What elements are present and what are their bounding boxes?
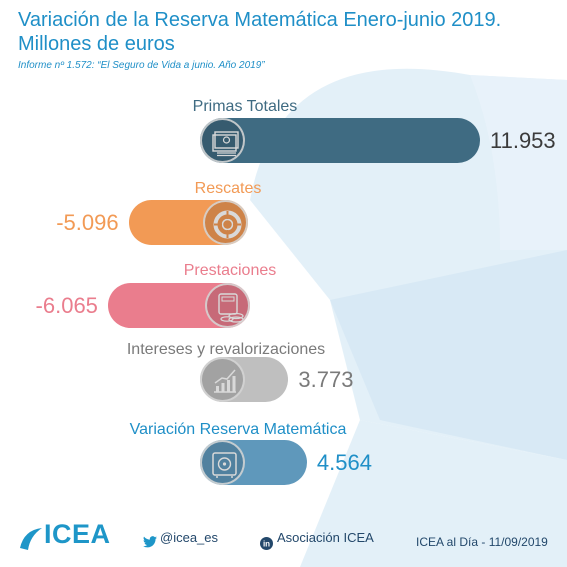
- calculator-coins-icon: [205, 283, 250, 328]
- rescates-label: Rescates: [194, 180, 262, 197]
- variacion-value: 4.564: [316, 450, 372, 475]
- page-title: Variación de la Reserva Matemática Enero…: [18, 9, 502, 55]
- publication-date: ICEA al Día - 11/09/2019: [416, 535, 548, 549]
- prestaciones-label: Prestaciones: [183, 262, 277, 279]
- lifebuoy-icon: [203, 200, 248, 245]
- primas-value: 11.953: [490, 128, 556, 153]
- variacion-label: Variación Reserva Matemática: [129, 421, 347, 438]
- intereses-value: 3.773: [298, 367, 354, 392]
- report-subtitle: Informe nº 1.572: “El Seguro de Vida a j…: [18, 60, 265, 71]
- primas-bar: [200, 118, 480, 163]
- twitter-icon: [143, 536, 157, 548]
- primas-label: Primas Totales: [192, 98, 298, 115]
- svg-text:in: in: [263, 540, 270, 549]
- linkedin-icon: in: [260, 537, 273, 550]
- linkedin-link[interactable]: Asociación ICEA: [277, 530, 374, 545]
- icea-logo-text: ICEA: [44, 519, 111, 549]
- intereses-label: Intereses y revalorizaciones: [126, 341, 326, 358]
- money-stack-icon: [200, 118, 245, 163]
- safe-icon: [200, 440, 245, 485]
- growth-chart-icon: [200, 357, 245, 402]
- twitter-handle-link[interactable]: @icea_es: [160, 530, 219, 545]
- icea-logo-icon: [20, 528, 42, 550]
- rescates-value: -5.096: [56, 210, 119, 235]
- prestaciones-value: -6.065: [35, 293, 98, 318]
